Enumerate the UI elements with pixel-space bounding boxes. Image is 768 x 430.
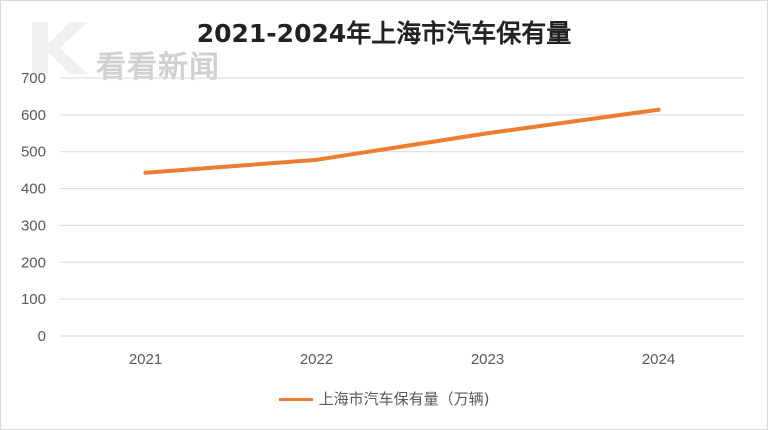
data-point [143,170,148,175]
x-tick-label: 2023 [471,351,504,368]
data-point [314,157,319,162]
data-point [656,107,661,112]
y-tick-label: 600 [21,107,46,124]
y-tick-label: 100 [21,291,46,308]
watermark-logo [26,14,266,78]
y-tick-label: 500 [21,144,46,161]
grid-lines [60,77,744,337]
x-tick-label: 2021 [129,351,162,368]
series-line [143,107,661,175]
watermark-k-icon [32,22,88,74]
x-tick-label: 2024 [642,351,675,368]
y-tick-label: 200 [21,254,46,271]
y-tick-label: 400 [21,181,46,198]
x-tick-label: 2022 [300,351,333,368]
y-tick-label: 0 [38,328,46,345]
legend-swatch-icon [278,398,313,401]
y-tick-label: 700 [21,70,46,87]
x-axis-ticks: 2021 2022 2023 2024 [129,351,675,368]
legend-label: 上海市汽车保有量（万辆) [318,390,490,408]
y-axis-ticks: 0 100 200 300 400 500 600 700 [21,70,46,345]
legend: 上海市汽车保有量（万辆) [0,388,768,409]
y-tick-label: 300 [21,217,46,234]
series-layer [143,107,661,175]
watermark-text: 看看新闻 [96,50,220,85]
chart-title: 2021-2024年上海市汽车保有量 [196,19,572,48]
data-point [485,131,490,136]
